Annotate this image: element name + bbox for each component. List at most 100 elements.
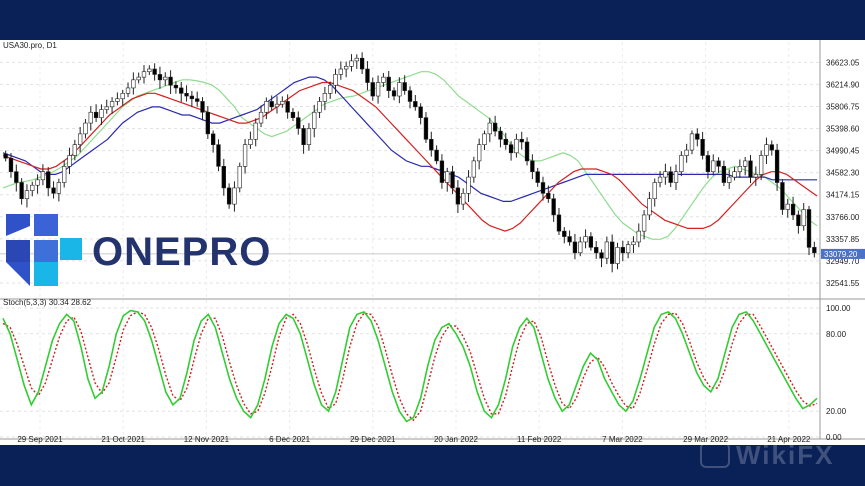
candle-bull (604, 241, 610, 259)
candle-bear (668, 171, 673, 183)
candle-bull (312, 111, 317, 129)
candle-bear (290, 111, 296, 118)
top-band (0, 0, 865, 40)
candle-bear (210, 133, 216, 145)
candle-bull (673, 171, 679, 183)
time-tick-label: 12 Nov 2021 (184, 435, 230, 444)
candle-bear (492, 122, 498, 132)
candle-bull (631, 241, 636, 245)
candle-bull (764, 144, 769, 156)
candle-bull (147, 68, 152, 73)
candle-bull (306, 128, 312, 145)
price-tick-label: 36623.05 (826, 58, 860, 67)
candle-bull (647, 198, 652, 216)
candle-bull (62, 165, 67, 183)
stoch-tick-label: 100.00 (826, 304, 851, 313)
candle-bear (705, 155, 711, 173)
stoch-indicator-label: Stoch(5,3,3) 30.34 28.62 (3, 298, 92, 307)
candle-bear (700, 138, 705, 156)
candle-bull (514, 138, 519, 154)
candle-bear (173, 84, 179, 89)
candle-bull (83, 122, 88, 135)
candle-bull (248, 138, 253, 145)
price-tick-label: 34582.30 (826, 169, 860, 178)
candle-bear (439, 160, 445, 183)
stochastic-lines (2, 309, 818, 423)
candle-bear (796, 214, 801, 227)
candle-bear (721, 165, 727, 183)
time-tick-label: 29 Dec 2021 (350, 435, 396, 444)
candle-bear (423, 117, 429, 140)
candle-bear (498, 130, 503, 140)
candle-bear (524, 141, 530, 162)
candle-bull (663, 171, 668, 178)
candle-bull (743, 160, 748, 167)
candle-bear (200, 101, 205, 113)
candle-bear (769, 144, 774, 151)
candle-bull (136, 76, 141, 81)
wikifx-watermark: WikiFX (700, 440, 860, 480)
price-tick-label: 35806.75 (826, 102, 860, 111)
candle-bear (402, 82, 407, 91)
candle-bull (258, 111, 264, 124)
candle-bull (487, 122, 492, 135)
candle-bull (338, 68, 343, 75)
candle-bull (253, 122, 258, 140)
candle-bull (237, 165, 242, 189)
onepro-logo: ONEPRO (6, 214, 270, 286)
candle-bear (168, 76, 173, 86)
candle-bull (280, 101, 285, 105)
candle-bull (482, 133, 487, 145)
candle-bear (195, 98, 200, 102)
candle-bear (413, 101, 418, 108)
candle-bull (88, 111, 93, 124)
time-tick-label: 6 Dec 2021 (269, 435, 310, 444)
chart-symbol-label: USA30.pro, D1 (3, 41, 57, 50)
candle-bear (610, 241, 615, 264)
candle-bull (56, 182, 62, 194)
candle-bear (418, 106, 423, 118)
candle-bear (189, 95, 195, 100)
current-price-label: 33079.20 (824, 250, 858, 259)
candle-bear (386, 76, 391, 91)
candle-bear (567, 236, 572, 243)
candle-bear (205, 111, 210, 135)
candle-bear (508, 144, 514, 154)
candle-bear (152, 68, 157, 75)
candle-bull (328, 84, 333, 94)
candle-bull (679, 155, 684, 173)
candle-bull (641, 214, 647, 232)
candle-bear (429, 138, 434, 151)
time-tick-label: 11 Feb 2022 (517, 435, 562, 444)
candle-bull (578, 241, 583, 254)
wikifx-watermark-text: WikiFX (736, 440, 835, 470)
onepro-logo-mark (6, 214, 82, 286)
candle-bear (546, 193, 551, 200)
candle-bull (141, 71, 147, 78)
time-tick-label: 7 Mar 2022 (602, 435, 643, 444)
candle-bull (684, 149, 689, 156)
candle-bull (333, 74, 338, 86)
candle-bear (216, 144, 221, 167)
ma-fast-line (2, 71, 818, 240)
stoch-tick-label: 20.00 (826, 407, 847, 416)
candle-bear (503, 138, 508, 145)
candle-bear (8, 157, 14, 173)
candle-bull (264, 101, 269, 113)
candle-bear (450, 171, 455, 189)
candle-bear (562, 230, 567, 237)
candle-bull (711, 160, 716, 173)
candle-bear (572, 241, 578, 254)
candle-bull (625, 244, 631, 254)
candle-bull (242, 144, 248, 167)
candle-bear (46, 171, 51, 189)
candle-bear (774, 149, 780, 183)
candle-bear (551, 198, 556, 216)
candle-bear (695, 133, 700, 140)
candle-bear (184, 93, 189, 97)
candle-bull (125, 87, 131, 94)
candle-bull (652, 182, 657, 200)
candle-bull (40, 171, 46, 181)
candle-bull (163, 76, 168, 81)
